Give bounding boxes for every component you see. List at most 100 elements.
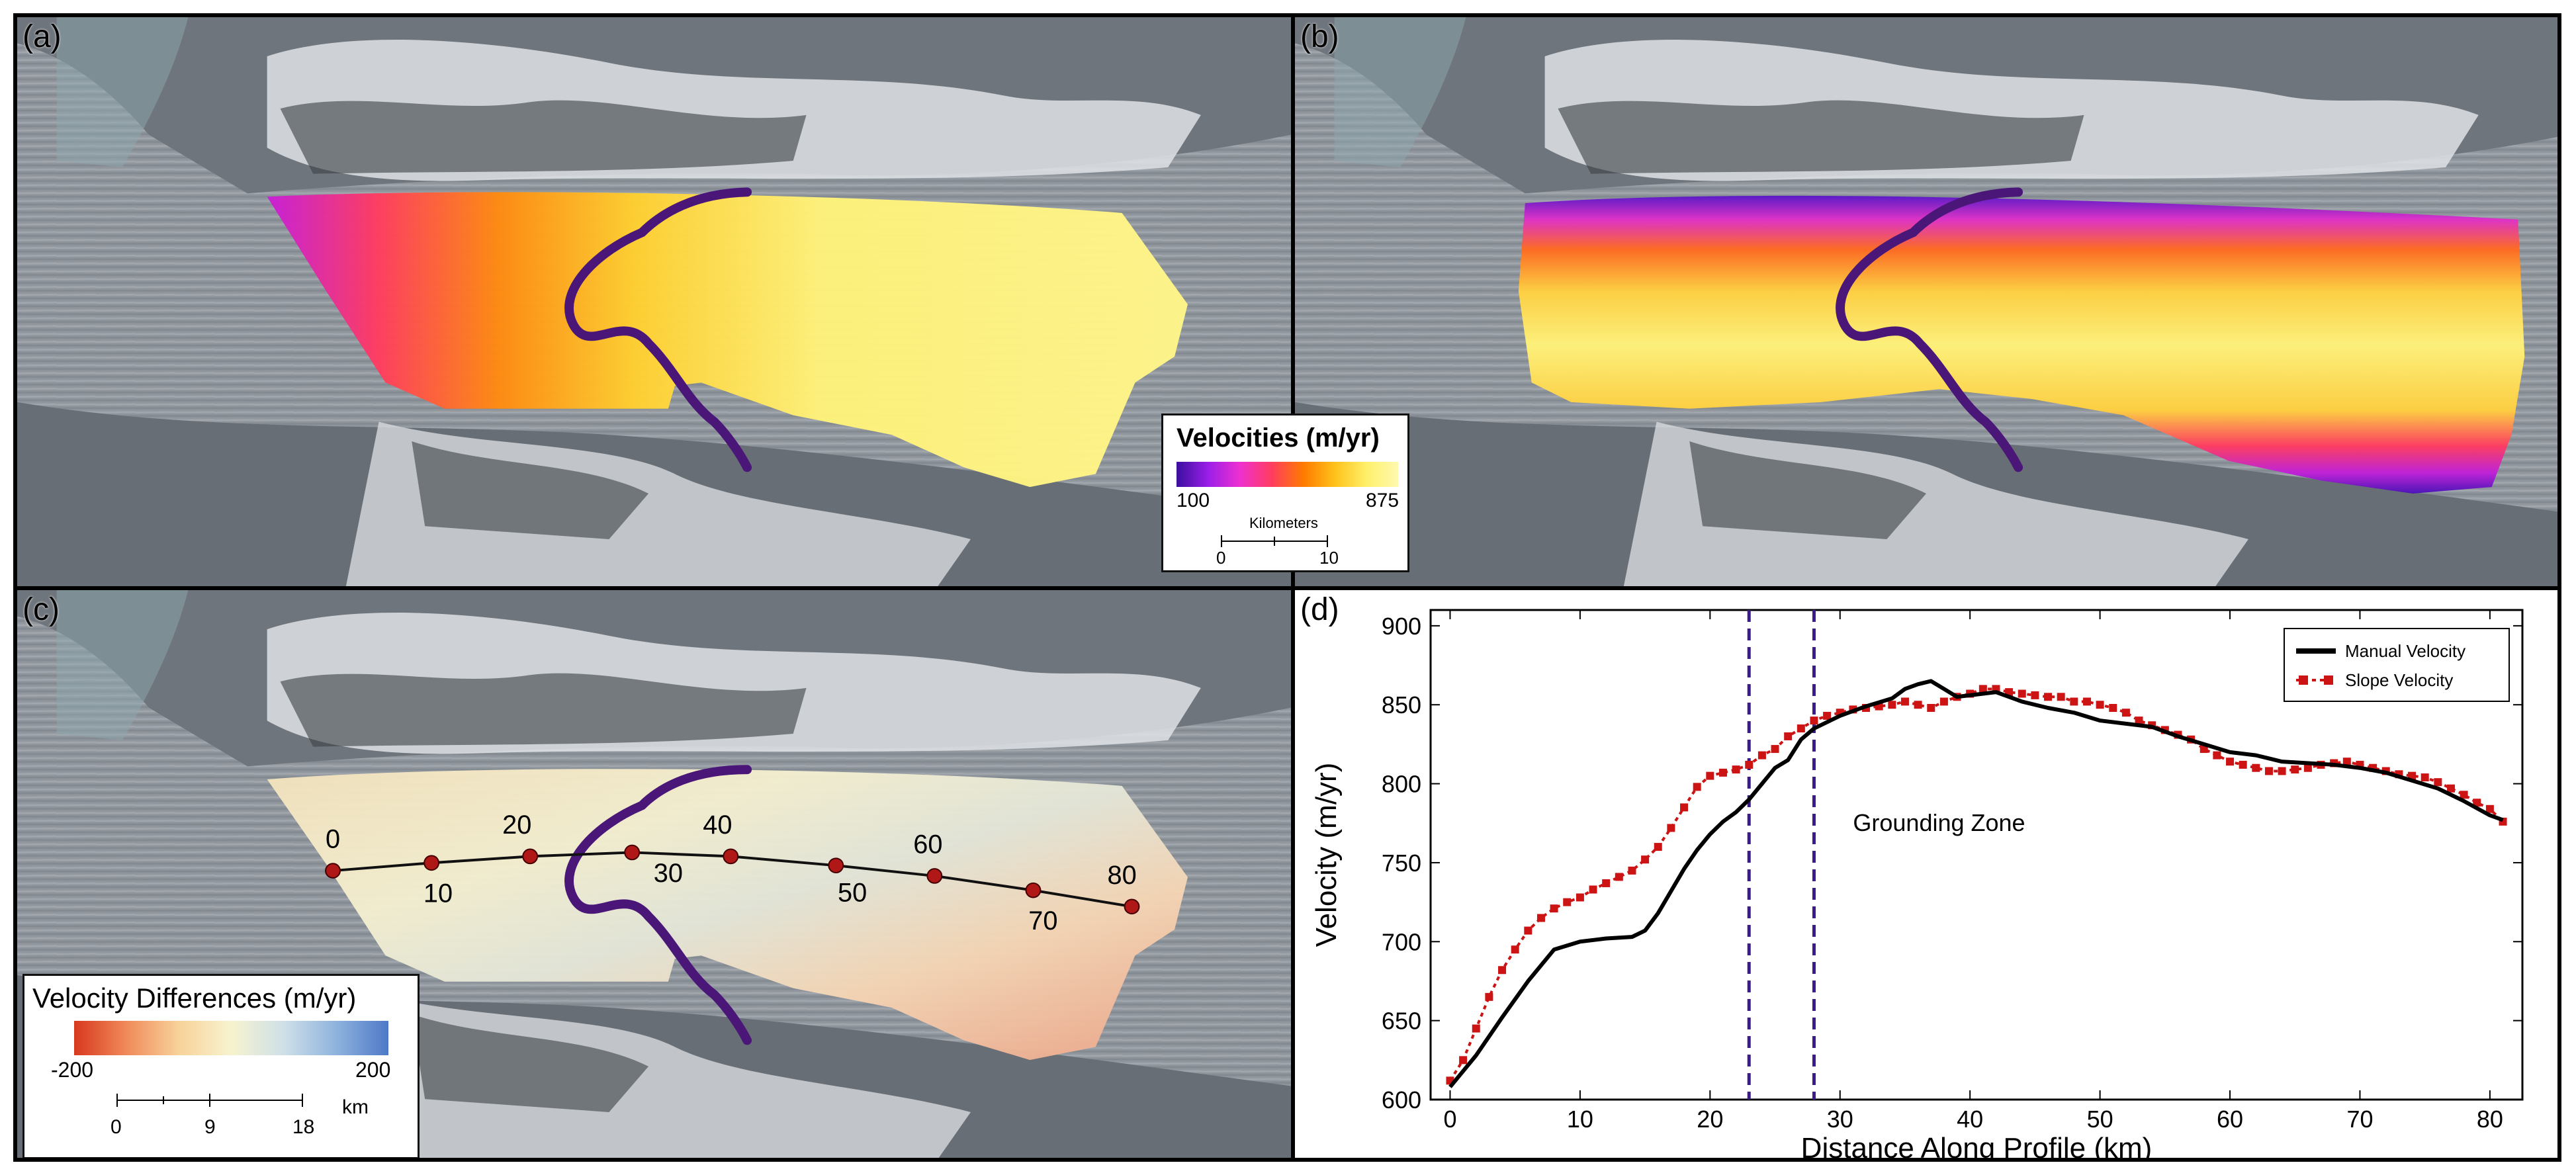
satellite-map-b bbox=[1295, 17, 2557, 586]
slope-velocity-point bbox=[2434, 778, 2442, 787]
slope-velocity-point bbox=[2018, 689, 2026, 698]
grounding-zone-annotation: Grounding Zone bbox=[1853, 809, 2025, 836]
slope-velocity-point bbox=[1732, 765, 1740, 774]
velocity-color-ramp bbox=[1177, 462, 1398, 487]
profile-distance-label: 20 bbox=[502, 810, 531, 840]
slope-velocity-point bbox=[1615, 873, 1623, 881]
grounding-line-a bbox=[564, 187, 752, 472]
x-tick-label: 20 bbox=[1697, 1106, 1723, 1133]
slope-velocity-point bbox=[2082, 697, 2091, 706]
slope-velocity-point bbox=[2096, 701, 2104, 709]
legend-marker-slope bbox=[2324, 675, 2333, 685]
slope-velocity-point bbox=[1563, 898, 1572, 906]
slope-velocity-point bbox=[2226, 758, 2235, 766]
scale-tick-10: 10 bbox=[1319, 548, 1339, 568]
profile-line: 0 10 20 30 40 50 60 70 80 bbox=[325, 810, 1140, 936]
panel-label-a: (a) bbox=[22, 19, 62, 54]
slope-velocity-point bbox=[2408, 771, 2417, 780]
profile-marker bbox=[624, 844, 641, 861]
x-axis-label: Distance Along Profile (km) bbox=[1801, 1132, 2153, 1158]
difference-max-label: 200 bbox=[355, 1058, 391, 1082]
y-axis-label: Velocity (m/yr) bbox=[1310, 763, 1343, 947]
velocity-max-label: 875 bbox=[1366, 490, 1399, 511]
velocity-min-label: 100 bbox=[1177, 490, 1210, 511]
x-tick-label: 30 bbox=[1827, 1106, 1853, 1133]
profile-marker bbox=[1124, 898, 1140, 915]
grounding-line-b bbox=[1836, 187, 2023, 472]
slope-velocity-point bbox=[1550, 904, 1558, 913]
profile-marker bbox=[522, 848, 539, 865]
slope-velocity-point bbox=[1498, 966, 1507, 975]
difference-scale-bar bbox=[116, 1094, 303, 1107]
difference-color-ramp bbox=[74, 1021, 388, 1055]
profile-marker bbox=[723, 848, 739, 865]
slope-velocity-point bbox=[1524, 926, 1532, 935]
y-tick-label: 650 bbox=[1382, 1008, 1421, 1035]
velocity-legend: Velocities (m/yr) 100 875 Kilometers 0 1… bbox=[1161, 413, 1409, 572]
y-tick-label: 750 bbox=[1382, 849, 1421, 877]
slope-velocity-point bbox=[2031, 691, 2039, 699]
panel-b: (b) bbox=[1291, 13, 2561, 590]
y-tick-label: 900 bbox=[1382, 613, 1421, 640]
scale-title: Kilometers bbox=[1249, 515, 1318, 531]
y-tick-label: 800 bbox=[1382, 771, 1421, 798]
x-tick-label: 40 bbox=[1957, 1106, 1983, 1133]
slope-velocity-point bbox=[1823, 711, 1832, 720]
x-tick-label: 10 bbox=[1567, 1106, 1593, 1133]
slope-velocity-point bbox=[1888, 701, 1896, 709]
slope-velocity-point bbox=[2421, 773, 2429, 782]
profile-marker bbox=[423, 855, 440, 871]
profile-distance-label: 70 bbox=[1028, 906, 1057, 936]
profile-distance-label: 30 bbox=[654, 859, 683, 888]
slope-velocity-point bbox=[2342, 758, 2351, 766]
slope-velocity-point bbox=[1472, 1024, 1480, 1033]
slope-velocity-point bbox=[2199, 745, 2208, 754]
scale-tick-0: 0 bbox=[1216, 548, 1226, 568]
slope-velocity-point bbox=[1914, 701, 1922, 709]
slope-velocity-point bbox=[2473, 799, 2481, 807]
slope-velocity-point bbox=[2264, 767, 2273, 775]
slope-velocity-point bbox=[2213, 751, 2221, 760]
difference-legend-title: Velocity Differences (m/yr) bbox=[32, 982, 357, 1014]
x-tick-label: 70 bbox=[2346, 1106, 2373, 1133]
slope-velocity-point bbox=[1628, 866, 1636, 875]
y-tick-label: 700 bbox=[1382, 928, 1421, 955]
slope-velocity-point bbox=[1745, 760, 1754, 769]
panel-label-c: (c) bbox=[22, 592, 60, 627]
slope-velocity-point bbox=[1810, 717, 1818, 725]
x-tick-label: 50 bbox=[2087, 1106, 2113, 1133]
slope-velocity-point bbox=[1797, 724, 1805, 733]
legend-marker-slope bbox=[2299, 675, 2308, 685]
slope-velocity-point bbox=[2135, 717, 2143, 725]
slope-velocity-point bbox=[2109, 704, 2117, 712]
satellite-map-a bbox=[17, 17, 1291, 586]
slope-velocity-point bbox=[1641, 855, 1650, 864]
slope-velocity-point bbox=[1771, 745, 1779, 754]
slope-velocity-point bbox=[2252, 763, 2260, 772]
slope-velocity-point bbox=[2446, 784, 2455, 793]
difference-legend: Velocity Differences (m/yr) -200 200 0 9… bbox=[22, 974, 420, 1158]
series-manual-velocity-line bbox=[1448, 679, 2504, 1088]
slope-velocity-point bbox=[2044, 693, 2053, 701]
slope-velocity-point bbox=[1589, 885, 1597, 894]
slope-velocity-point bbox=[1667, 824, 1675, 832]
slope-velocity-point bbox=[1693, 783, 1701, 791]
panel-a: (a) bbox=[13, 13, 1295, 590]
profile-distance-label: 10 bbox=[423, 879, 453, 908]
slope-velocity-point bbox=[1757, 751, 1766, 760]
slope-velocity-point bbox=[2291, 765, 2299, 774]
slope-velocity-point bbox=[1511, 945, 1519, 954]
profile-marker bbox=[1025, 882, 1042, 898]
profile-marker bbox=[926, 868, 943, 884]
velocity-profile-chart: 0 10 20 30 40 50 60 70 80 600 650 700 750 800 850 900 Di… bbox=[1310, 609, 2524, 1158]
difference-scale-tick-0: 0 bbox=[111, 1116, 122, 1138]
difference-field-c bbox=[267, 769, 1188, 1061]
slope-velocity-point bbox=[1536, 914, 1545, 922]
slope-velocity-point bbox=[2239, 760, 2247, 769]
difference-min-label: -200 bbox=[51, 1058, 94, 1082]
slope-velocity-point bbox=[1459, 1056, 1468, 1065]
velocity-field-b bbox=[1518, 195, 2525, 494]
slope-velocity-point bbox=[2057, 693, 2065, 701]
y-tick-label: 600 bbox=[1382, 1086, 1421, 1113]
profile-marker bbox=[828, 857, 844, 874]
